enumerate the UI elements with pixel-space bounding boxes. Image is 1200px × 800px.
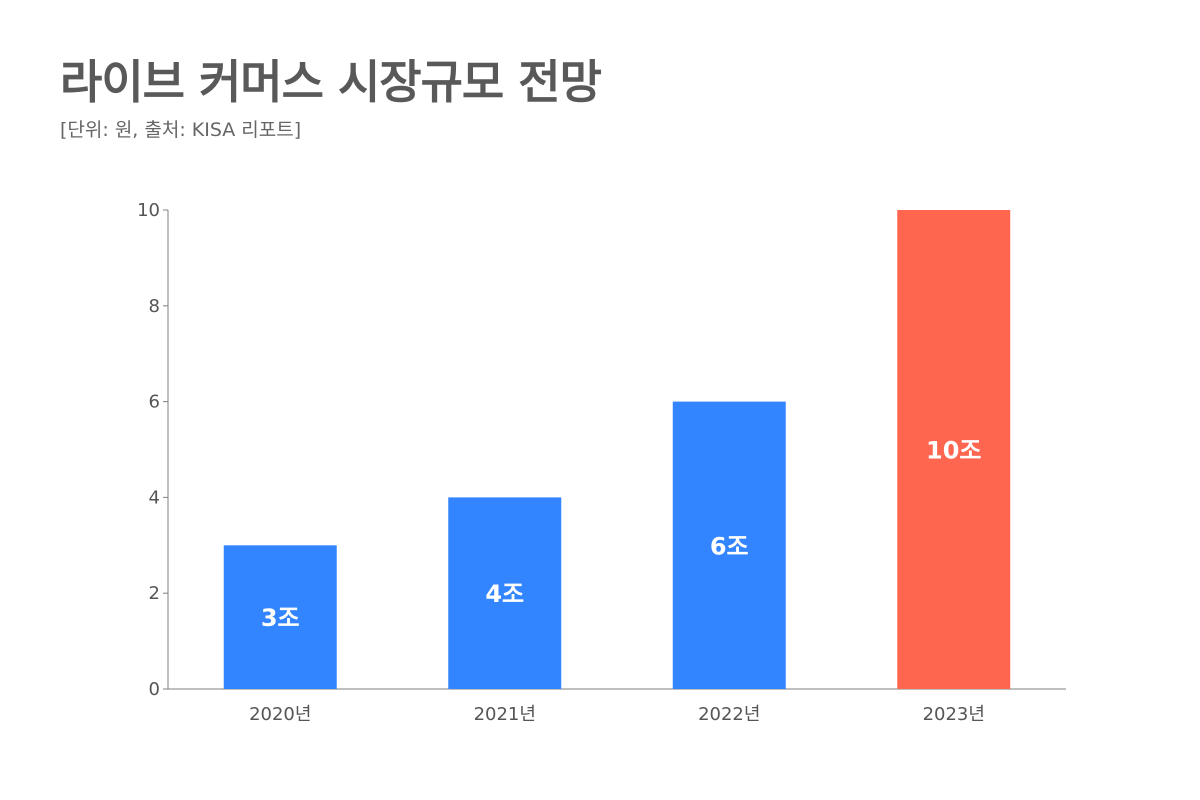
x-tick-label: 2021년 [474, 704, 536, 725]
x-tick-label: 2020년 [249, 704, 311, 725]
chart-subtitle: [단위: 원, 출처: KISA 리포트] [60, 119, 302, 141]
y-tick-label: 8 [149, 296, 160, 317]
y-tick-label: 4 [149, 487, 160, 508]
bar-data-label: 10조 [926, 437, 981, 465]
y-tick-label: 0 [149, 679, 160, 700]
y-tick-label: 10 [137, 200, 160, 221]
bar-data-label: 4조 [485, 580, 524, 608]
x-axis: 2020년 2021년 2022년 2023년 [168, 688, 1066, 725]
bar-data-label: 6조 [710, 532, 749, 560]
bars: 3조 4조 6조 10조 [223, 210, 1011, 689]
chart-title: 라이브 커머스 시장규모 전망 [60, 55, 602, 109]
y-tick-label: 6 [149, 392, 160, 413]
bar-data-label: 3조 [261, 604, 300, 632]
bar [448, 497, 562, 689]
bar [672, 401, 786, 689]
x-tick-label: 2022년 [698, 704, 760, 725]
bar [223, 545, 337, 689]
x-tick-label: 2023년 [923, 704, 985, 725]
y-tick-label: 2 [149, 583, 160, 604]
y-axis: 0 2 4 6 8 10 [137, 200, 169, 700]
bar [897, 210, 1011, 689]
